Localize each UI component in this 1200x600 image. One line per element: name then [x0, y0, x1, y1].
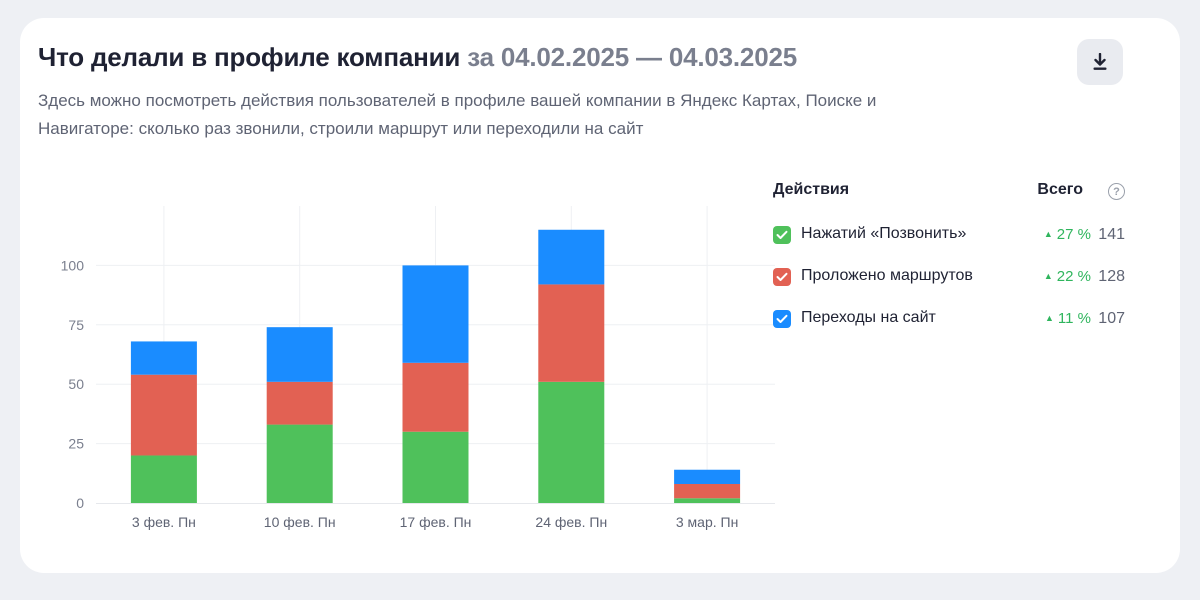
download-button[interactable] [1077, 39, 1123, 85]
bar-segment [538, 229, 605, 285]
y-tick-label: 0 [76, 495, 84, 511]
title-period: за 04.02.2025 — 04.03.2025 [467, 42, 797, 72]
card-description: Здесь можно посмотреть действия пользова… [38, 91, 877, 138]
legend-item[interactable]: Проложено маршрутов ▲ 22 % 128 [773, 265, 1125, 307]
x-tick-label: 17 фев. Пн [400, 514, 472, 530]
title-text: Что делали в профиле компании [38, 42, 461, 72]
legend-item-change: ▲ 11 % [1045, 310, 1091, 327]
legend-item-label: Переходы на сайт [801, 309, 936, 326]
legend-total-header: Всего [1037, 181, 1083, 198]
bar-segment [674, 469, 741, 484]
check-icon [776, 230, 788, 239]
y-tick-label: 75 [68, 317, 84, 333]
bar-segment [402, 265, 469, 363]
legend-item-change: ▲ 22 % [1044, 268, 1091, 285]
check-icon [776, 314, 788, 323]
x-tick-label: 24 фев. Пн [535, 514, 607, 530]
bar-segment [402, 362, 469, 432]
legend-item-change-value: 22 % [1056, 268, 1091, 285]
help-icon[interactable]: ? [1108, 183, 1125, 200]
series-checkbox[interactable] [773, 226, 791, 244]
x-tick-label: 3 мар. Пн [676, 514, 738, 530]
bar-segment [266, 424, 333, 503]
bar-segment [130, 374, 197, 456]
legend-actions-header: Действия [773, 181, 850, 198]
bar-segment [130, 341, 197, 375]
y-tick-label: 50 [68, 376, 84, 392]
series-checkbox[interactable] [773, 268, 791, 286]
legend-item-total: 128 [1098, 268, 1125, 285]
bar-segment [538, 381, 605, 503]
download-icon [1093, 53, 1107, 70]
series-checkbox[interactable] [773, 310, 791, 328]
legend: Действия Всего ? Нажатий «Позвонить» ▲ 27 … [773, 181, 1125, 349]
legend-item[interactable]: Переходы на сайт ▲ 11 % 107 [773, 307, 1125, 349]
bar-segment [130, 455, 197, 503]
bar-segment [402, 431, 469, 503]
legend-item-label: Проложено маршрутов [801, 267, 973, 284]
legend-item-change-value: 27 % [1056, 226, 1091, 243]
bar-segment [674, 498, 741, 503]
y-tick-label: 100 [61, 257, 85, 273]
check-icon [776, 272, 788, 281]
legend-item[interactable]: Нажатий «Позвонить» ▲ 27 % 141 [773, 223, 1125, 265]
legend-item-total: 141 [1098, 226, 1125, 243]
x-tick-label: 3 фев. Пн [132, 514, 196, 530]
legend-item-total: 107 [1098, 310, 1125, 327]
legend-header: Действия Всего ? [773, 181, 1125, 205]
bar-segment [674, 483, 741, 499]
legend-item-change-value: 11 % [1057, 310, 1091, 327]
trend-up-icon: ▲ [1045, 313, 1054, 323]
trend-up-icon: ▲ [1043, 229, 1053, 239]
trend-up-icon: ▲ [1043, 271, 1053, 281]
legend-item-label: Нажатий «Позвонить» [801, 225, 967, 242]
bar-segment [266, 381, 333, 425]
bar-segment [538, 284, 605, 382]
x-tick-label: 10 фев. Пн [264, 514, 336, 530]
y-tick-label: 25 [68, 436, 84, 452]
legend-item-change: ▲ 27 % [1044, 226, 1091, 243]
bar-segment [266, 327, 333, 382]
card-title: Что делали в профиле компании за 04.02.2… [38, 42, 797, 73]
